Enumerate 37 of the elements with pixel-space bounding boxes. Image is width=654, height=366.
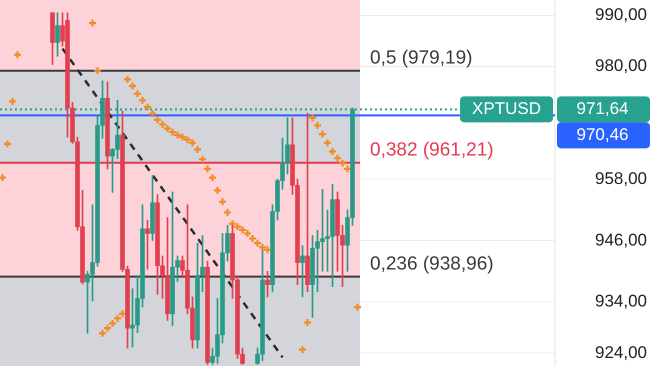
point: [322, 138, 332, 148]
point: [2, 139, 12, 148]
point: [112, 314, 122, 323]
point: [308, 113, 318, 122]
y-tick-label: 934,00: [595, 292, 647, 311]
point: [298, 345, 308, 354]
point: [92, 66, 102, 76]
point: [218, 197, 228, 206]
ref-line-label: 970,46: [576, 125, 628, 144]
point: [208, 173, 218, 182]
ref-line-label: 0,382 (961,21): [370, 140, 494, 161]
y-tick-label: 990,00: [595, 5, 647, 24]
ref-line-label: 0,236 (938,96): [370, 254, 494, 275]
point: [198, 154, 208, 164]
point: [318, 130, 328, 139]
point: [302, 318, 312, 328]
point: [8, 96, 18, 106]
y-tick-label: 924,00: [595, 342, 647, 362]
point: [12, 50, 22, 60]
point: [212, 186, 222, 196]
point: [352, 302, 362, 312]
y-tick-label: 946,00: [595, 230, 647, 250]
annotation: XPTUSD: [472, 99, 542, 118]
y-tick-label: 958,00: [595, 168, 647, 188]
point: [98, 328, 108, 338]
ref-line-label: 0,5 (979,19): [370, 48, 472, 69]
point: [108, 318, 118, 328]
candlestick: [265, 270, 270, 298]
candlestick: [145, 220, 150, 270]
point: [312, 120, 322, 130]
point: [102, 324, 112, 333]
y-tick-label: 980,00: [595, 56, 647, 76]
ref-line-label: 971,64: [576, 99, 628, 118]
candlestick: [300, 245, 305, 298]
point: [222, 208, 232, 218]
point: [202, 164, 212, 174]
point: [88, 18, 98, 28]
